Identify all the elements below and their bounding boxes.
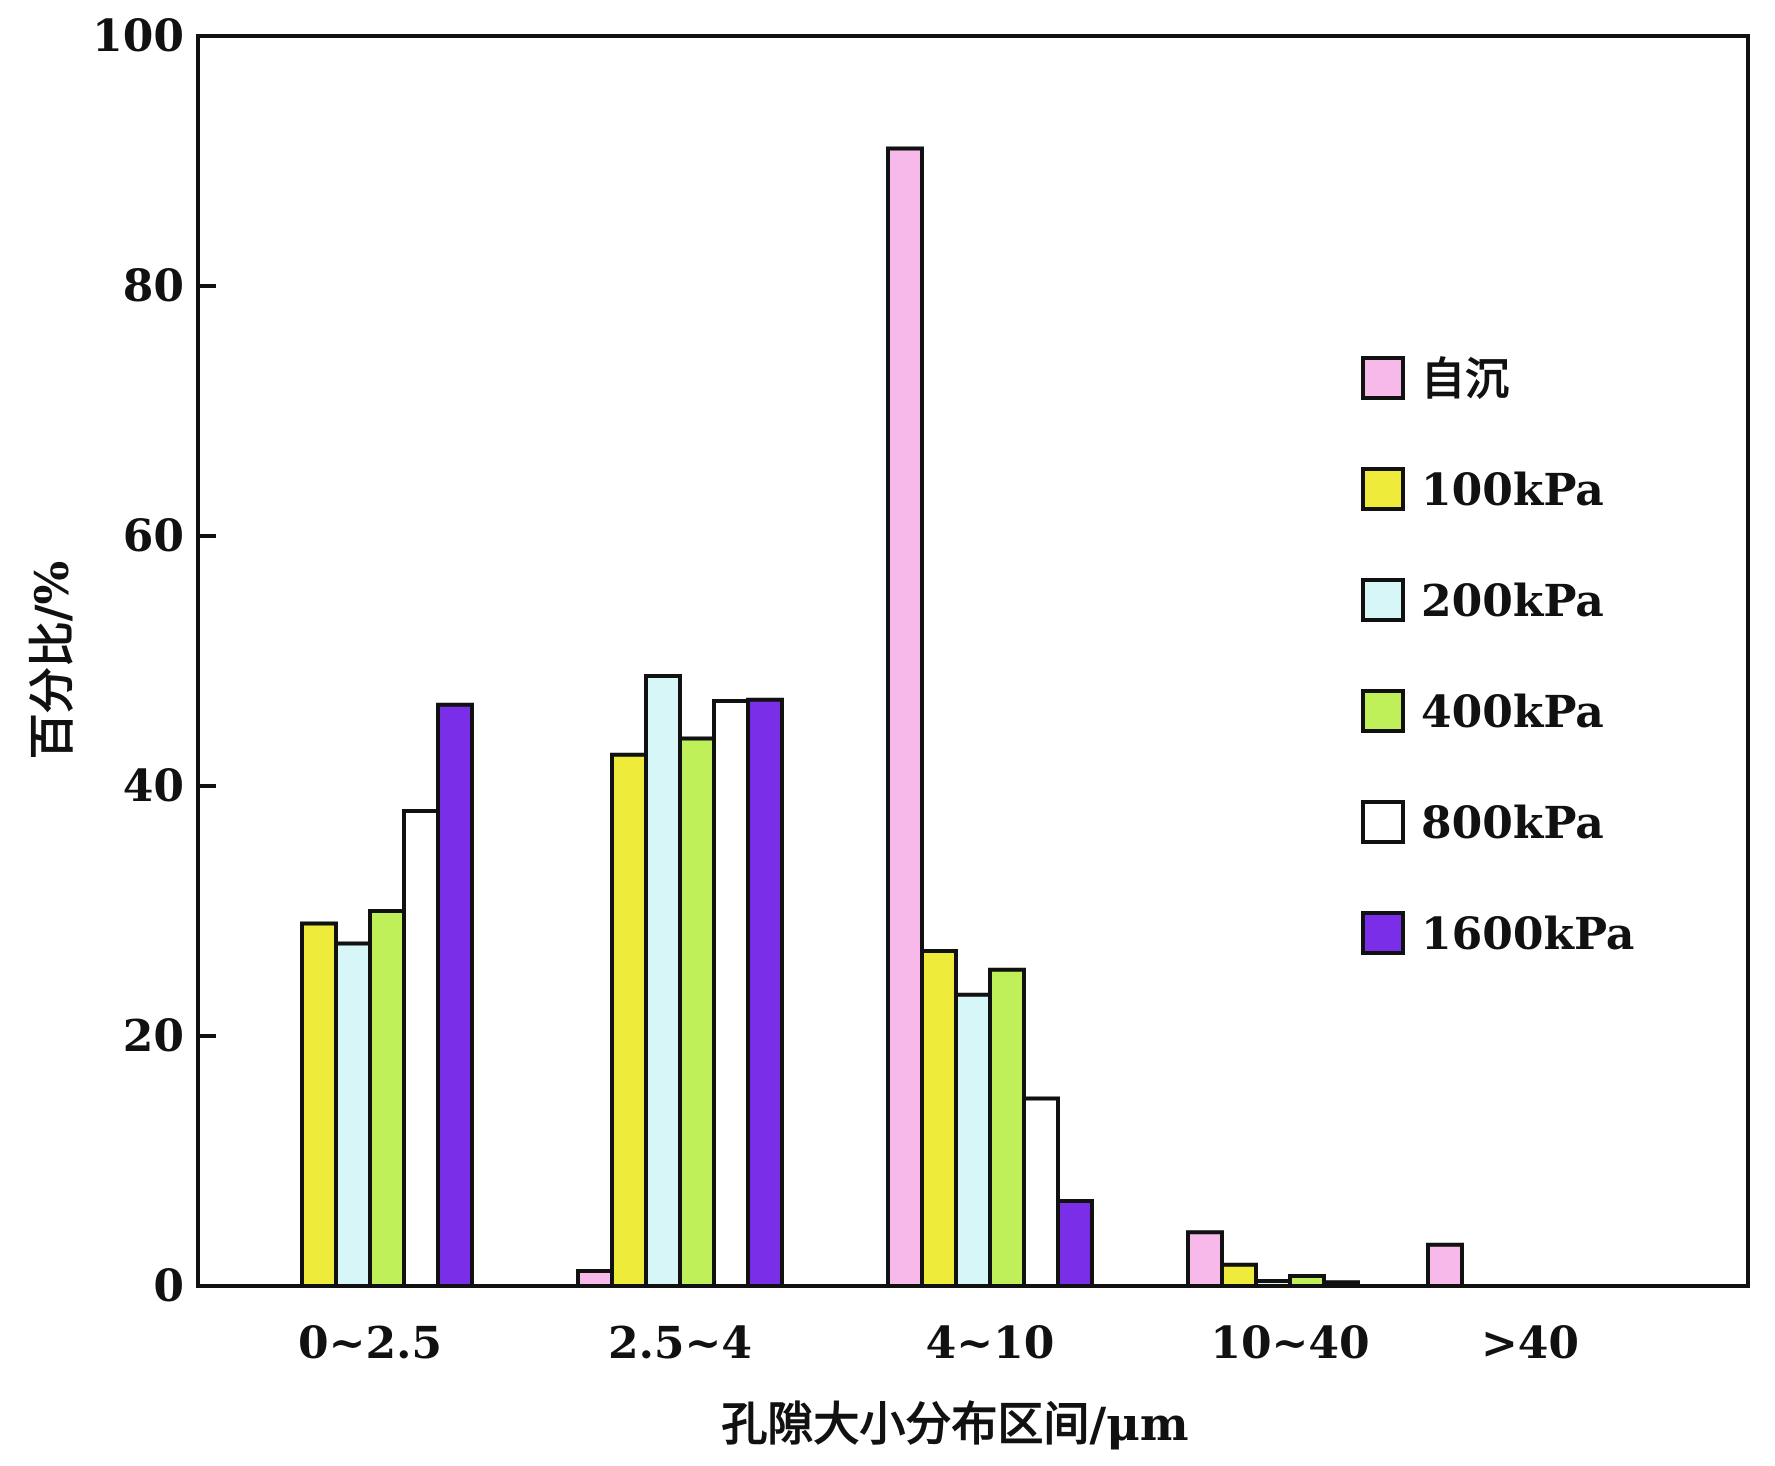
x-tick-label: 4~10 xyxy=(926,1318,1055,1369)
bar xyxy=(334,941,372,1288)
bar xyxy=(1056,1199,1094,1288)
x-tick-label: 0~2.5 xyxy=(298,1318,442,1369)
y-tick-label: 40 xyxy=(123,761,184,812)
y-tick-label: 20 xyxy=(123,1011,184,1062)
y-tick-label: 60 xyxy=(123,511,184,562)
bar xyxy=(644,674,682,1288)
legend-label: 200kPa xyxy=(1421,576,1604,627)
bar xyxy=(678,736,716,1288)
legend-label: 自沉 xyxy=(1421,354,1509,405)
bars-group xyxy=(300,146,1464,1288)
legend: 自沉 100kPa 200kPa 400kPa 800kPa 1600kPa xyxy=(1361,354,1634,960)
bar xyxy=(746,697,784,1288)
legend-swatch xyxy=(1361,911,1405,955)
legend-label: 800kPa xyxy=(1421,798,1604,849)
y-tick-label: 100 xyxy=(92,11,184,62)
legend-swatch xyxy=(1361,800,1405,844)
bar xyxy=(988,967,1026,1288)
bar xyxy=(610,752,648,1288)
bar xyxy=(300,921,338,1288)
bar xyxy=(1022,1096,1060,1288)
bar xyxy=(954,992,992,1288)
bar xyxy=(402,809,440,1288)
bar xyxy=(1254,1279,1292,1288)
bar xyxy=(712,699,750,1288)
bar xyxy=(368,909,406,1288)
legend-swatch xyxy=(1361,578,1405,622)
bar xyxy=(1322,1280,1360,1288)
bar xyxy=(1426,1242,1464,1288)
x-tick-label: >40 xyxy=(1481,1318,1579,1369)
legend-label: 100kPa xyxy=(1421,465,1604,516)
y-axis-ticks: 0 20 40 60 80 100 xyxy=(92,11,216,1312)
bar xyxy=(1186,1230,1224,1288)
y-axis-title: 百分比/% xyxy=(25,561,79,760)
legend-label: 1600kPa xyxy=(1421,909,1634,960)
bar xyxy=(576,1269,614,1288)
bar xyxy=(1288,1274,1326,1288)
legend-swatch xyxy=(1361,467,1405,511)
x-axis-labels: 0~2.5 2.5~4 4~10 10~40 >40 xyxy=(298,1318,1579,1369)
bar xyxy=(886,146,924,1288)
legend-swatch xyxy=(1361,689,1405,733)
x-tick-label: 10~40 xyxy=(1210,1318,1369,1369)
bar xyxy=(1220,1262,1258,1288)
bar xyxy=(920,949,958,1288)
legend-label: 400kPa xyxy=(1421,687,1604,738)
x-tick-label: 2.5~4 xyxy=(608,1318,752,1369)
y-tick-label: 80 xyxy=(123,261,184,312)
bar xyxy=(436,702,474,1288)
legend-swatch xyxy=(1361,356,1405,400)
y-tick-label: 0 xyxy=(153,1261,184,1312)
x-axis-title: 孔隙大小分布区间/μm xyxy=(721,1397,1188,1451)
